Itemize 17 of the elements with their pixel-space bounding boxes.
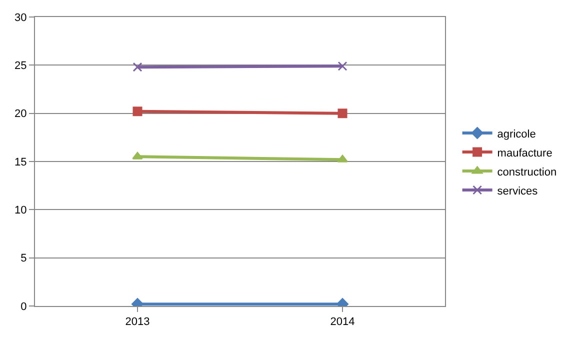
point bbox=[338, 108, 348, 118]
legend-label: services bbox=[497, 185, 538, 198]
legend-label: agricole bbox=[497, 128, 536, 140]
y-tick-label: 15 bbox=[14, 156, 27, 168]
y-tick-label: 25 bbox=[14, 60, 27, 72]
x-tick-label: 2013 bbox=[125, 316, 150, 328]
point bbox=[132, 106, 142, 116]
y-tick-label: 0 bbox=[20, 300, 27, 313]
y-tick-label: 30 bbox=[14, 12, 27, 24]
x-tick-label: 2014 bbox=[330, 316, 355, 328]
y-tick-label: 10 bbox=[14, 204, 27, 217]
point bbox=[132, 62, 142, 72]
legend-label: construction bbox=[497, 166, 557, 178]
legend-label: maufacture bbox=[497, 147, 552, 160]
y-tick-label: 20 bbox=[14, 108, 27, 120]
point bbox=[338, 61, 348, 71]
y-tick-label: 5 bbox=[20, 252, 27, 265]
